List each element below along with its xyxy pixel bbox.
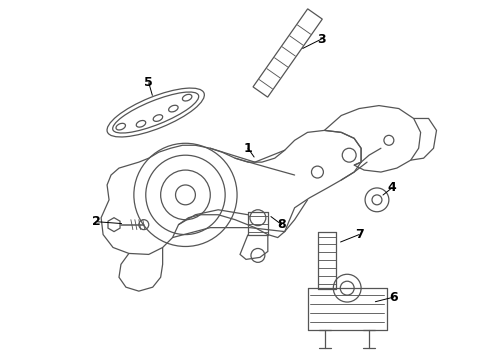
Text: 6: 6 bbox=[390, 291, 398, 303]
Text: 8: 8 bbox=[277, 218, 286, 231]
Text: 7: 7 bbox=[355, 228, 364, 241]
Text: 4: 4 bbox=[388, 181, 396, 194]
Text: 1: 1 bbox=[244, 142, 252, 155]
Text: 2: 2 bbox=[92, 215, 100, 228]
Text: 3: 3 bbox=[317, 33, 326, 46]
Text: 5: 5 bbox=[145, 76, 153, 89]
